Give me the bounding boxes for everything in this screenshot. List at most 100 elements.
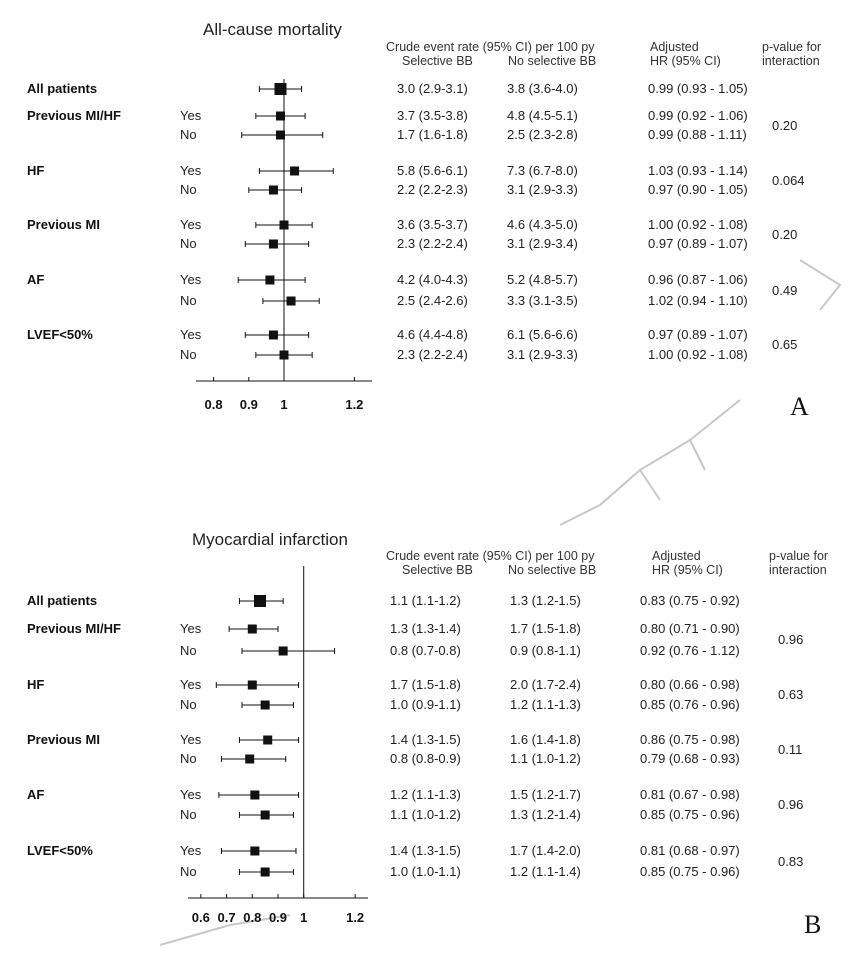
subgroup-label: Yes: [180, 732, 202, 747]
hr-point: [254, 595, 266, 607]
selective-rate: 1.1 (1.0-1.2): [390, 807, 461, 822]
crude-header-b: Crude event rate (95% CI) per 100 py: [386, 549, 595, 563]
subgroup-label: No: [180, 127, 197, 142]
hazard-ratio: 1.02 (0.94 - 1.10): [648, 293, 748, 308]
hazard-ratio: 0.80 (0.66 - 0.98): [640, 677, 740, 692]
selective-rate: 1.7 (1.6-1.8): [397, 127, 468, 142]
subgroup-label: Yes: [180, 163, 202, 178]
noselective-rate: 7.3 (6.7-8.0): [507, 163, 578, 178]
hazard-ratio: 0.85 (0.76 - 0.96): [640, 697, 740, 712]
subgroup-label: No: [180, 697, 197, 712]
p-interaction: 0.20: [772, 226, 798, 242]
noselective-rate: 1.2 (1.1-1.4): [510, 864, 581, 879]
subgroup-label: No: [180, 236, 197, 251]
group-label: HF: [27, 677, 45, 692]
x-tick-label: 0.9: [268, 910, 288, 925]
hr-point: [263, 735, 273, 745]
selective-rate: 2.5 (2.4-2.6): [397, 293, 468, 308]
subgroup-label: No: [180, 864, 197, 879]
group-label: AF: [27, 787, 45, 802]
selective-rate: 3.7 (3.5-3.8): [397, 108, 468, 123]
group-label: LVEF<50%: [27, 843, 93, 858]
x-tick-label: 0.6: [191, 910, 210, 925]
hazard-ratio: 0.81 (0.67 - 0.98): [640, 787, 740, 802]
selective-rate: 5.8 (5.6-6.1): [397, 163, 468, 178]
noselective-rate: 2.0 (1.7-2.4): [510, 677, 581, 692]
noselective-rate: 0.9 (0.8-1.1): [510, 643, 581, 658]
hazard-ratio: 0.99 (0.88 - 1.11): [648, 127, 747, 142]
hr-point: [245, 754, 255, 764]
hr-point: [278, 646, 288, 656]
hazard-ratio: 0.99 (0.92 - 1.06): [648, 108, 748, 123]
hr-point: [260, 810, 270, 820]
noselective-rate: 3.1 (2.9-3.3): [507, 347, 578, 362]
hr-point: [274, 83, 287, 95]
x-tick-label: 0.8: [204, 397, 223, 412]
group-label: Previous MI/HF: [27, 108, 121, 123]
selective-rate: 1.7 (1.5-1.8): [390, 677, 461, 692]
subgroup-label: No: [180, 182, 197, 197]
chart-title-a: All-cause mortality: [203, 20, 342, 39]
hazard-ratio: 0.86 (0.75 - 0.98): [640, 732, 740, 747]
hr-point: [279, 220, 289, 230]
hazard-ratio: 0.97 (0.90 - 1.05): [648, 182, 748, 197]
group-label: Previous MI: [27, 732, 100, 747]
chart-title-b: Myocardial infarction: [192, 530, 348, 549]
selective-rate: 1.4 (1.3-1.5): [390, 732, 461, 747]
noselective-rate: 3.3 (3.1-3.5): [507, 293, 578, 308]
noselective-rate: 1.5 (1.2-1.7): [510, 787, 581, 802]
p-interaction: 0.83: [778, 853, 804, 869]
subgroup-label: No: [180, 807, 197, 822]
pval-header-a: p-value for: [762, 40, 822, 54]
selective-rate: 1.4 (1.3-1.5): [390, 843, 461, 858]
hazard-ratio: 0.85 (0.75 - 0.96): [640, 864, 740, 879]
group-label: Previous MI/HF: [27, 621, 121, 636]
group-label: HF: [27, 163, 45, 178]
noselective-rate: 1.3 (1.2-1.4): [510, 807, 581, 822]
selective-rate: 4.2 (4.0-4.3): [397, 272, 468, 287]
subgroup-label: No: [180, 347, 197, 362]
hr-point: [275, 130, 285, 140]
adjusted-header-b: Adjusted: [652, 549, 701, 563]
p-interaction: 0.96: [778, 632, 804, 647]
x-tick-label: 0.9: [239, 397, 258, 412]
group-label: AF: [27, 272, 45, 287]
hazard-ratio: 0.97 (0.89 - 1.07): [648, 327, 748, 342]
selective-header-a: Selective BB: [402, 54, 473, 68]
noselective-rate: 1.1 (1.0-1.2): [510, 751, 581, 766]
hazard-ratio: 0.79 (0.68 - 0.93): [640, 751, 740, 766]
selective-rate: 2.3 (2.2-2.4): [397, 236, 468, 251]
forest-plot-a: [196, 79, 372, 382]
selective-rate: 1.0 (0.9-1.1): [390, 697, 461, 712]
noselective-rate: 1.2 (1.1-1.3): [510, 697, 581, 712]
hazard-ratio: 0.92 (0.76 - 1.12): [640, 643, 740, 658]
noselective-rate: 5.2 (4.8-5.7): [507, 272, 578, 287]
hazard-ratio: 1.00 (0.92 - 1.08): [648, 217, 748, 232]
hazard-ratio: 0.99 (0.93 - 1.05): [648, 81, 748, 96]
hr-header-b: HR (95% CI): [652, 563, 723, 577]
subgroup-label: No: [180, 751, 197, 766]
noselective-rate: 2.5 (2.3-2.8): [507, 127, 578, 142]
subgroup-label: Yes: [180, 621, 202, 636]
hazard-ratio: 0.96 (0.87 - 1.06): [648, 272, 748, 287]
p-interaction: 0.96: [778, 797, 804, 812]
selective-rate: 1.0 (1.0-1.1): [390, 864, 461, 879]
hazard-ratio: 0.83 (0.75 - 0.92): [640, 593, 740, 608]
p-interaction: 0.65: [772, 337, 798, 352]
noselective-rate: 1.6 (1.4-1.8): [510, 732, 581, 747]
subgroup-label: Yes: [180, 677, 202, 692]
x-tick-label: 1: [280, 397, 288, 412]
hr-point: [250, 846, 260, 856]
p-interaction: 0.63: [778, 687, 804, 702]
hr-point: [247, 624, 257, 634]
hr-point: [260, 867, 270, 877]
selective-rate: 1.3 (1.3-1.4): [390, 621, 461, 636]
p-interaction: 0.49: [772, 282, 798, 298]
hr-point: [279, 350, 289, 360]
subgroup-label: Yes: [180, 272, 202, 287]
hazard-ratio: 1.03 (0.93 - 1.14): [648, 163, 748, 178]
group-label: LVEF<50%: [27, 327, 93, 342]
subgroup-label: Yes: [180, 787, 202, 802]
interaction-header-a: interaction: [762, 54, 820, 68]
noselective-rate: 4.6 (4.3-5.0): [507, 217, 578, 232]
